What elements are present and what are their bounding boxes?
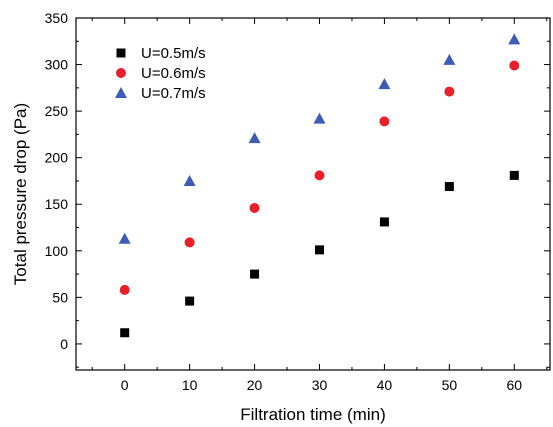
legend-marker-triangle <box>115 87 127 98</box>
legend-marker-circle <box>116 68 126 78</box>
x-tick-label: 30 <box>312 377 328 393</box>
data-point-square <box>250 269 260 279</box>
data-point-triangle <box>443 53 456 65</box>
y-tick-label: 350 <box>45 10 69 26</box>
axis-tick-labels: 0 10 20 30 40 50 60 0 50 100 150 200 250 300 350 <box>45 10 523 393</box>
data-point-circle <box>509 60 520 71</box>
y-axis-label: Total pressure drop (Pa) <box>11 103 30 285</box>
data-point-square <box>379 217 389 227</box>
x-axis-label: Filtration time (min) <box>240 405 385 424</box>
axis-ticks <box>76 17 550 370</box>
data-point-triangle <box>508 33 521 45</box>
data-point-circle <box>249 202 260 213</box>
y-tick-label: 300 <box>45 57 69 73</box>
y-tick-label: 150 <box>45 196 69 212</box>
data-point-circle <box>379 116 390 127</box>
x-tick-label: 10 <box>182 377 198 393</box>
data-point-triangle <box>183 174 196 186</box>
data-point-square <box>444 182 454 192</box>
x-tick-label: 50 <box>442 377 458 393</box>
data-point-circle <box>184 237 195 248</box>
legend-marker-square <box>116 48 126 58</box>
data-point-square <box>185 296 195 306</box>
data-point-square <box>314 245 324 255</box>
data-point-circle <box>314 170 325 181</box>
y-tick-label: 0 <box>60 336 68 352</box>
x-tick-label: 0 <box>121 377 129 393</box>
data-point-triangle <box>378 78 391 90</box>
data-point-triangle <box>118 232 131 244</box>
y-tick-label: 100 <box>45 243 69 259</box>
data-point-circle <box>444 86 455 97</box>
y-tick-label: 200 <box>45 150 69 166</box>
x-tick-label: 60 <box>506 377 522 393</box>
legend: U=0.5m/s U=0.6m/s U=0.7m/s <box>115 45 206 102</box>
legend-label: U=0.5m/s <box>141 45 206 62</box>
legend-label: U=0.6m/s <box>141 65 206 82</box>
data-point-square <box>509 170 519 180</box>
data-point-triangle <box>313 112 326 124</box>
data-point-triangle <box>248 132 261 144</box>
data-points <box>118 33 521 338</box>
x-tick-label: 40 <box>377 377 393 393</box>
plot-frame <box>75 17 551 371</box>
legend-label: U=0.7m/s <box>141 85 206 102</box>
y-tick-label: 250 <box>45 103 69 119</box>
data-point-circle <box>119 284 130 295</box>
data-point-square <box>120 328 130 338</box>
x-tick-label: 20 <box>247 377 263 393</box>
y-tick-label: 50 <box>52 289 68 305</box>
